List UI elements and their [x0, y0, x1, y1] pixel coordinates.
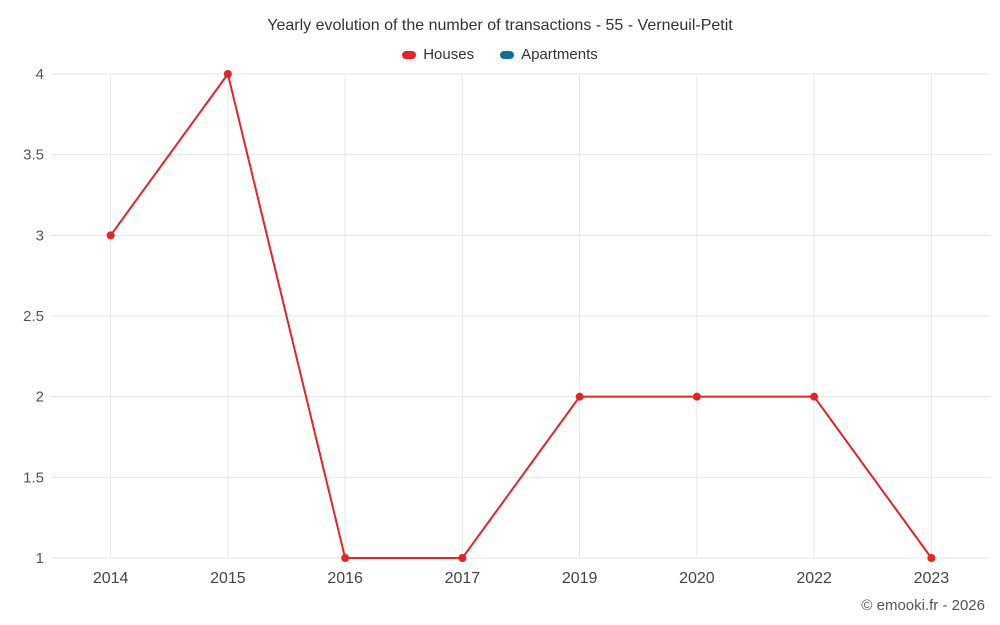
x-tick-label: 2015 — [210, 570, 246, 587]
chart-title: Yearly evolution of the number of transa… — [267, 17, 733, 34]
data-point[interactable] — [692, 392, 701, 401]
x-tick-label: 2022 — [796, 570, 832, 587]
y-tick-label: 4 — [36, 66, 44, 83]
series-line — [109, 71, 933, 559]
legend-label-apartments: Apartments — [521, 46, 598, 63]
copyright-text: © emooki.fr - 2026 — [861, 597, 985, 614]
chart-legend: Houses Apartments — [0, 46, 1000, 63]
legend-item-apartments[interactable]: Apartments — [500, 46, 598, 63]
x-tick-label: 2014 — [93, 570, 129, 587]
data-point[interactable] — [106, 231, 115, 240]
y-tick-label: 2 — [36, 389, 44, 406]
legend-item-houses[interactable]: Houses — [402, 46, 474, 63]
data-point[interactable] — [575, 392, 584, 401]
x-tick-label: 2019 — [562, 570, 598, 587]
houses-series-swatch-icon — [402, 50, 417, 59]
x-tick-label: 2020 — [679, 570, 715, 587]
y-tick-label: 2.5 — [23, 308, 44, 325]
x-tick-label: 2023 — [914, 570, 950, 587]
data-point[interactable] — [810, 392, 819, 401]
legend-label-houses: Houses — [423, 46, 475, 63]
data-point[interactable] — [223, 70, 232, 78]
y-tick-label: 3.5 — [23, 147, 44, 164]
y-tick-label: 1.5 — [23, 469, 44, 486]
data-point[interactable] — [458, 554, 467, 562]
data-point[interactable] — [927, 554, 936, 562]
apartments-series-swatch-icon — [500, 50, 515, 59]
y-tick-label: 3 — [36, 227, 44, 244]
data-point[interactable] — [341, 554, 350, 562]
x-tick-label: 2017 — [445, 570, 481, 587]
y-tick-label: 1 — [36, 550, 44, 567]
x-tick-label: 2016 — [327, 570, 363, 587]
